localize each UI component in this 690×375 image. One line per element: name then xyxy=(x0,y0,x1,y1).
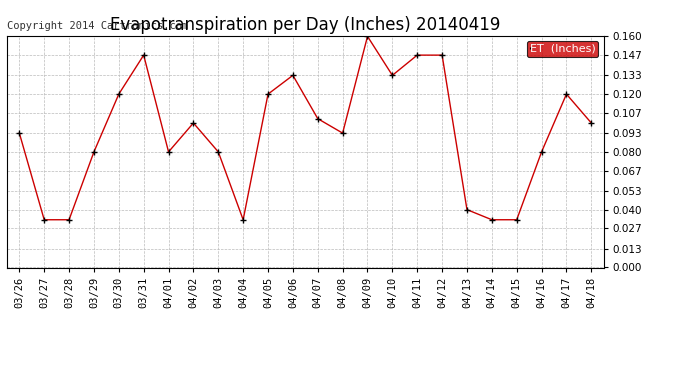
Title: Evapotranspiration per Day (Inches) 20140419: Evapotranspiration per Day (Inches) 2014… xyxy=(110,16,500,34)
Legend: ET  (Inches): ET (Inches) xyxy=(527,41,598,57)
Text: Copyright 2014 Cartronics.com: Copyright 2014 Cartronics.com xyxy=(7,21,188,31)
